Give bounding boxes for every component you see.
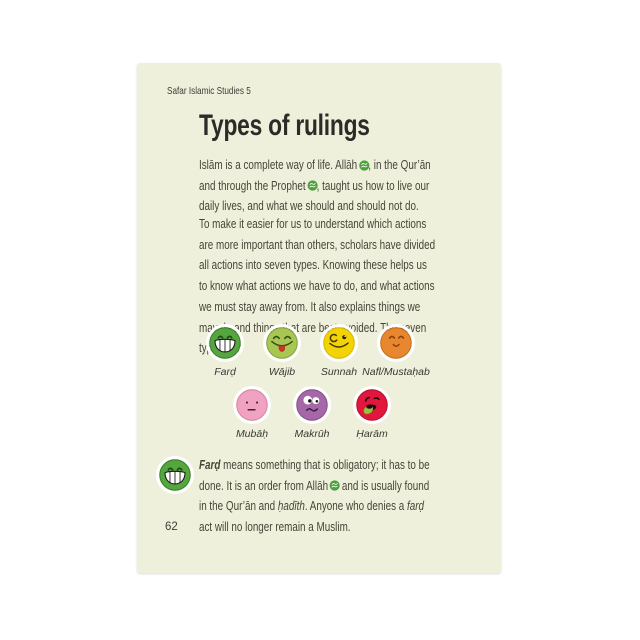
honorific-allah-icon [359,159,370,171]
page-number: 62 [165,521,178,533]
honorific-allah-icon [329,480,341,491]
ruling-item: Mubāḥ [233,386,271,448]
fard-definition-paragraph: Farḍ means something that is obligatory;… [199,455,436,538]
content-face-icon [377,324,415,362]
text-run: Islām is a complete way of life. Allāh [199,157,360,172]
text-run: act will no longer remain a Muslim. [199,519,351,535]
neutral-face-icon [233,386,271,424]
worried-face-icon [293,386,331,424]
book-series-header: Safar Islamic Studies 5 [167,85,251,97]
text-run: and is usually found in the Qur’ān and [199,477,430,514]
rulings-row-2: Mubāḥ Makrūh Ḥarām [233,386,391,448]
ruling-label: Mubāḥ [235,428,269,440]
fard-grin-emoji-icon [156,456,194,494]
tongue-out-face-icon [263,324,301,362]
text-run: farḍ [407,498,425,514]
rulings-row-1: Farḍ Wājib Sunnah Nafl/Mustaḥab [206,324,430,386]
text-run: , in the Qur’ān and through the Prophet [199,157,431,193]
text-run: Farḍ [199,457,221,472]
ruling-item: Makrūh [293,386,331,448]
text-run: . Anyone who denies a [304,498,408,514]
ruling-item: Wājib [263,324,301,386]
grin-face-icon [206,324,244,362]
text-run: ḥadīth [277,498,305,514]
text-run: , taught us how to live our daily lives,… [199,177,430,214]
honorific-prophet-icon [307,180,318,191]
sick-face-icon [353,386,391,424]
ruling-item: Sunnah [320,324,358,386]
ruling-label: Sunnah [320,366,358,378]
ruling-item: Farḍ [206,324,244,386]
ruling-label: Ḥarām [356,428,388,440]
ruling-item: Nafl/Mustaḥab [362,324,430,386]
ruling-label: Farḍ [214,366,236,378]
text-run: means something that is obligatory; it h… [199,457,430,493]
wink-face-icon [320,324,358,362]
ruling-item: Ḥarām [353,386,391,448]
ruling-label: Wājib [268,366,296,378]
ruling-label: Nafl/Mustaḥab [362,366,430,378]
book-page: Safar Islamic Studies 5 Types of rulings… [137,63,501,573]
page-title: Types of rulings [199,109,370,142]
intro-paragraph: Islām is a complete way of life. Allāh ,… [199,155,436,217]
ruling-label: Makrūh [294,428,330,440]
